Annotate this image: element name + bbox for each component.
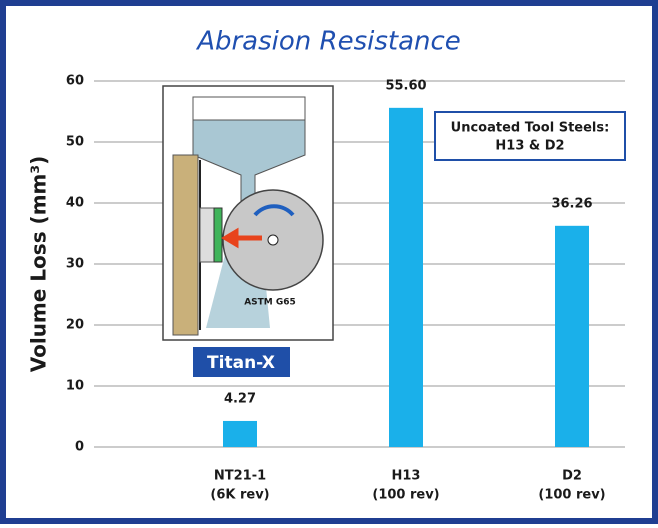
y-tick-label: 20 [66,318,84,333]
value-label: 36.26 [551,196,592,211]
chart: Abrasion Resistance Volume Loss (mm³) 0 1… [0,0,658,524]
y-tick-label: 10 [66,379,84,394]
axle [268,235,278,245]
y-axis-label: Volume Loss (mm³) [27,156,51,373]
note: H13 & D2 [495,139,564,154]
bar [555,226,589,447]
y-tick-label: 40 [66,196,84,211]
x-tick-sublabel: (6K rev) [210,488,269,503]
x-tick-sublabel: (100 rev) [538,488,605,503]
bar [389,108,423,447]
x-tick-label: D2 [562,469,582,484]
inset-label: Titan-X [207,353,275,373]
specimen [214,208,222,262]
y-tick-label: 60 [66,74,84,89]
inset-caption: ASTM G65 [244,298,296,308]
y-tick-label: 0 [75,440,84,455]
x-tick-label: H13 [392,469,421,484]
y-tick-label: 30 [66,257,84,272]
holder [200,208,214,262]
value-label: 4.27 [224,391,256,406]
chart-title: Abrasion Resistance [195,27,461,57]
value-label: 55.60 [385,78,426,93]
note: Uncoated Tool Steels: [451,121,610,136]
lever [173,155,198,335]
inset: ASTM G65 [163,86,333,340]
x-tick-sublabel: (100 rev) [372,488,439,503]
bar [223,421,257,447]
y-tick-label: 50 [66,135,84,150]
x-tick-label: NT21-1 [214,469,266,484]
